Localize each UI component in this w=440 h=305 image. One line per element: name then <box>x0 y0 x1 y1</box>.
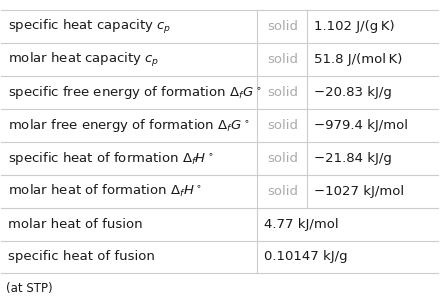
Text: specific heat of formation $\Delta_f H^\circ$: specific heat of formation $\Delta_f H^\… <box>8 150 214 167</box>
Text: (at STP): (at STP) <box>6 282 52 295</box>
Text: 4.77 kJ/mol: 4.77 kJ/mol <box>264 217 338 231</box>
Text: specific heat capacity $c_p$: specific heat capacity $c_p$ <box>8 18 171 36</box>
Text: specific free energy of formation $\Delta_f G^\circ$: specific free energy of formation $\Delt… <box>8 84 261 101</box>
Text: −1027 kJ/mol: −1027 kJ/mol <box>314 185 404 198</box>
Text: molar heat of formation $\Delta_f H^\circ$: molar heat of formation $\Delta_f H^\cir… <box>8 183 202 199</box>
Text: molar heat capacity $c_p$: molar heat capacity $c_p$ <box>8 51 159 69</box>
Text: specific heat of fusion: specific heat of fusion <box>8 250 155 264</box>
Text: solid: solid <box>267 185 298 198</box>
Text: −20.83 kJ/g: −20.83 kJ/g <box>314 86 392 99</box>
Text: −979.4 kJ/mol: −979.4 kJ/mol <box>314 119 408 132</box>
Text: solid: solid <box>267 119 298 132</box>
Text: molar free energy of formation $\Delta_f G^\circ$: molar free energy of formation $\Delta_f… <box>8 117 249 134</box>
Text: 0.10147 kJ/g: 0.10147 kJ/g <box>264 250 347 264</box>
Text: −21.84 kJ/g: −21.84 kJ/g <box>314 152 392 165</box>
Text: solid: solid <box>267 53 298 66</box>
Text: 1.102 J/(g K): 1.102 J/(g K) <box>314 20 395 33</box>
Text: 51.8 J/(mol K): 51.8 J/(mol K) <box>314 53 402 66</box>
Text: solid: solid <box>267 86 298 99</box>
Text: molar heat of fusion: molar heat of fusion <box>8 217 143 231</box>
Text: solid: solid <box>267 152 298 165</box>
Text: solid: solid <box>267 20 298 33</box>
